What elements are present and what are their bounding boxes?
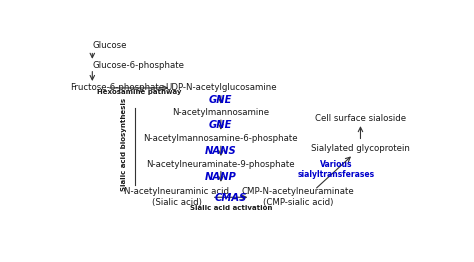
Text: Glucose: Glucose [92, 41, 127, 50]
Text: N-acetylmannosamine-6-phosphate: N-acetylmannosamine-6-phosphate [144, 134, 298, 143]
Text: GNE: GNE [209, 120, 233, 130]
Text: GNE: GNE [209, 95, 233, 105]
Text: Hexosamine pathway: Hexosamine pathway [97, 89, 182, 95]
Text: N-acetylneuraminic acid
(Sialic acid): N-acetylneuraminic acid (Sialic acid) [124, 187, 229, 207]
Text: Cell surface sialoside: Cell surface sialoside [315, 114, 406, 123]
Text: Glucose-6-phosphate: Glucose-6-phosphate [92, 61, 184, 70]
Text: Sialic acid biosynthesis: Sialic acid biosynthesis [120, 98, 127, 191]
Text: NANP: NANP [205, 172, 237, 182]
Text: Various
sialyltransferases: Various sialyltransferases [298, 160, 375, 179]
Text: CMAS: CMAS [215, 193, 247, 204]
Text: Sialic acid activation: Sialic acid activation [190, 205, 273, 211]
Text: N-acetylneuraminate-9-phosphate: N-acetylneuraminate-9-phosphate [146, 160, 295, 169]
Text: N-acetylmannosamine: N-acetylmannosamine [173, 108, 269, 117]
Text: Fructose-6-phosphate: Fructose-6-phosphate [70, 83, 164, 92]
Text: Sialylated glycoprotein: Sialylated glycoprotein [311, 144, 410, 153]
Text: UDP-N-acetylglucosamine: UDP-N-acetylglucosamine [165, 83, 277, 92]
Text: NANS: NANS [205, 146, 237, 156]
Text: CMP-N-acetylneuraminate
(CMP-sialic acid): CMP-N-acetylneuraminate (CMP-sialic acid… [242, 187, 355, 207]
